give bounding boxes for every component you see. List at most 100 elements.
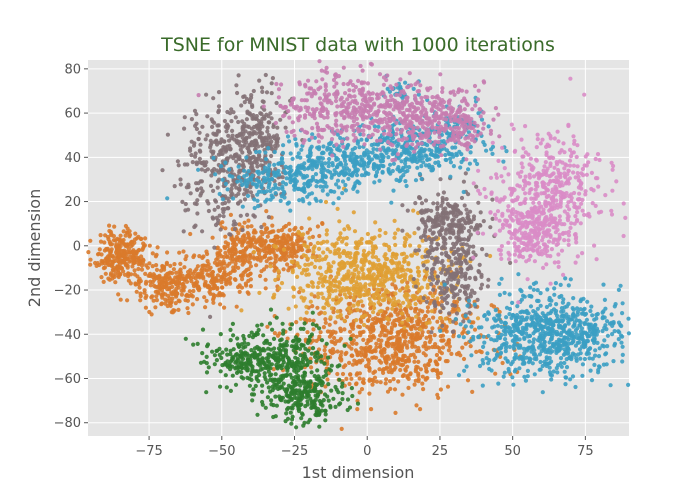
data-point: [185, 162, 190, 167]
data-point: [231, 333, 236, 338]
data-point: [341, 364, 346, 370]
data-point: [273, 372, 278, 377]
data-point: [359, 314, 365, 319]
data-point: [125, 249, 130, 254]
data-point: [338, 326, 343, 331]
data-point: [255, 164, 260, 169]
data-point: [234, 365, 239, 370]
data-point: [335, 164, 340, 170]
data-point: [270, 384, 275, 389]
data-point: [344, 350, 349, 355]
data-point: [358, 282, 363, 287]
data-point: [461, 179, 466, 184]
data-point: [446, 254, 451, 259]
data-point: [466, 167, 471, 172]
data-point: [311, 162, 316, 167]
data-point: [314, 323, 319, 328]
data-point: [136, 282, 141, 287]
data-point: [270, 223, 275, 228]
data-point: [441, 345, 446, 350]
data-point: [256, 361, 261, 367]
data-point: [182, 115, 187, 120]
data-point: [426, 249, 431, 254]
data-point: [132, 268, 137, 273]
data-point: [478, 210, 483, 215]
data-point: [459, 195, 465, 201]
data-point: [384, 366, 389, 371]
data-point: [222, 246, 228, 251]
data-point: [249, 330, 254, 335]
data-point: [240, 243, 245, 248]
data-point: [299, 295, 304, 300]
data-point: [204, 92, 209, 97]
data-point: [293, 304, 298, 309]
data-point: [394, 334, 399, 339]
data-point: [347, 344, 352, 349]
data-point: [342, 327, 347, 332]
data-point: [455, 270, 460, 275]
data-point: [218, 227, 223, 232]
data-point: [223, 240, 228, 245]
data-point: [433, 304, 438, 309]
data-point: [373, 220, 378, 225]
data-point: [319, 151, 325, 156]
data-point: [493, 371, 498, 376]
data-point: [380, 353, 385, 358]
data-point: [269, 398, 274, 403]
data-point: [154, 294, 159, 299]
data-point: [271, 295, 276, 300]
data-point: [348, 301, 353, 306]
data-point: [466, 214, 471, 219]
data-point: [377, 178, 382, 183]
data-point: [404, 183, 409, 189]
data-point: [405, 297, 410, 302]
data-point: [250, 181, 255, 186]
data-point: [348, 309, 353, 314]
data-point: [300, 354, 306, 359]
data-point: [242, 100, 247, 105]
data-point: [204, 354, 209, 359]
data-point: [247, 134, 252, 139]
data-point: [243, 253, 249, 258]
data-point: [449, 283, 454, 288]
data-point: [206, 201, 211, 206]
data-point: [240, 204, 245, 209]
data-point: [372, 180, 377, 185]
data-point: [366, 267, 371, 272]
data-point: [405, 318, 411, 323]
data-point: [445, 268, 450, 273]
data-point: [171, 267, 176, 272]
data-point: [380, 272, 385, 278]
data-point: [327, 156, 332, 162]
data-point: [153, 305, 158, 310]
data-point: [268, 142, 273, 147]
data-point: [268, 347, 274, 352]
data-point: [310, 284, 316, 289]
data-point: [443, 359, 448, 364]
data-point: [325, 247, 330, 252]
data-point: [164, 275, 169, 280]
data-point: [430, 293, 435, 298]
data-point: [172, 308, 177, 313]
data-point: [230, 321, 235, 326]
data-point: [360, 157, 365, 162]
data-point: [413, 201, 418, 206]
data-point: [405, 292, 410, 297]
data-point: [233, 221, 238, 227]
data-point: [397, 288, 403, 293]
data-point: [350, 362, 355, 367]
data-point: [305, 249, 310, 254]
data-point: [229, 119, 234, 124]
data-point: [321, 239, 326, 244]
data-point: [501, 159, 506, 164]
data-point: [246, 124, 251, 129]
data-point: [379, 308, 384, 313]
data-point: [195, 341, 200, 346]
data-point: [405, 168, 410, 173]
data-point: [361, 337, 366, 342]
data-point: [143, 305, 148, 310]
data-point: [377, 358, 382, 363]
data-point: [386, 168, 391, 173]
data-point: [217, 267, 223, 272]
data-point: [372, 142, 377, 147]
